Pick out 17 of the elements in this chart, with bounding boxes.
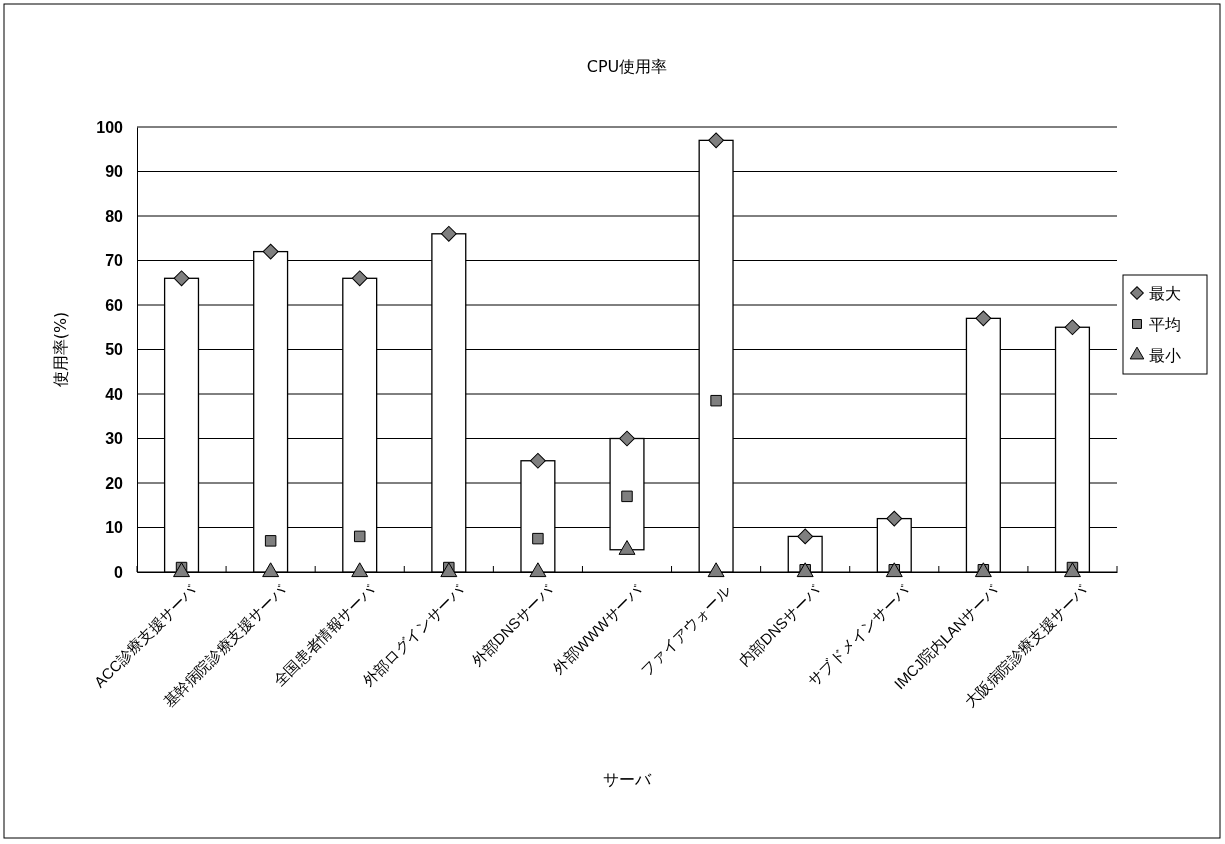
y-axis-title: 使用率(%) [51, 311, 70, 388]
chart-title: CPU使用率 [586, 57, 668, 76]
legend-label: 平均 [1149, 315, 1181, 334]
y-tick-label: 40 [105, 385, 124, 403]
y-tick-label: 10 [105, 519, 124, 537]
y-tick-label: 100 [96, 118, 124, 136]
x-axis-title: サーバ [603, 770, 652, 789]
y-tick-label: 30 [105, 430, 124, 448]
y-tick-label: 0 [114, 563, 124, 581]
y-tick-label: 90 [105, 163, 124, 181]
legend-label: 最大 [1149, 284, 1181, 303]
y-tick-label: 20 [105, 474, 124, 492]
y-tick-label: 50 [105, 341, 124, 359]
y-tick-label: 80 [105, 207, 124, 225]
y-tick-label: 60 [105, 296, 124, 314]
y-tick-label: 70 [105, 252, 124, 270]
legend-label: 最小 [1149, 346, 1181, 365]
